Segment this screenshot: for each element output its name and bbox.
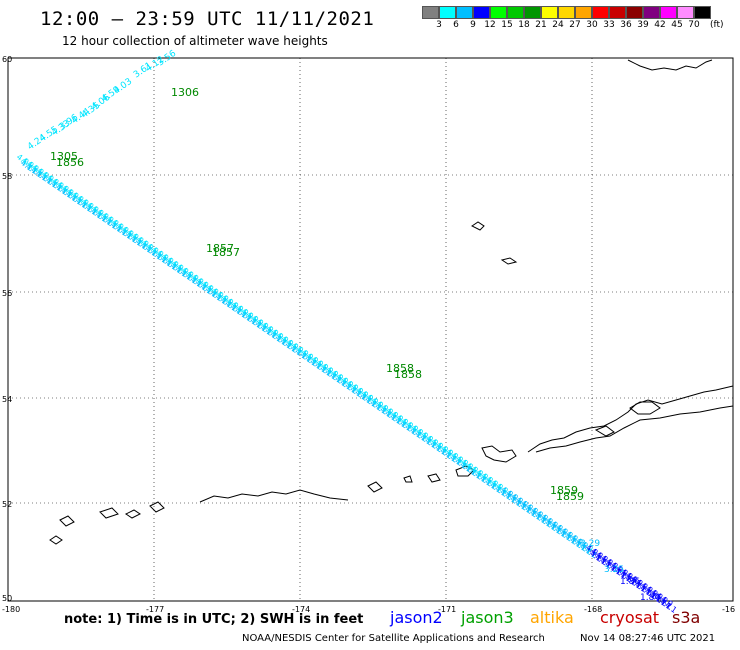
longitude-label: -171 — [438, 605, 456, 614]
color-swatch — [541, 6, 558, 19]
color-scale-label: 9 — [470, 20, 476, 30]
color-swatch — [660, 6, 677, 19]
color-swatch — [507, 6, 524, 19]
color-swatch — [558, 6, 575, 19]
map-title: 12:00 – 23:59 UTC 11/11/2021 — [40, 8, 375, 30]
color-swatch — [524, 6, 541, 19]
color-swatch — [473, 6, 490, 19]
coastline-northeast — [627, 59, 713, 71]
color-scale-label: 45 — [671, 20, 683, 30]
color-scale-label: 3 — [436, 20, 442, 30]
color-scale-label: 42 — [654, 20, 666, 30]
coastline-alaska-peninsula — [527, 385, 734, 453]
footer-credit: NOAA/NESDIS Center for Satellite Applica… — [242, 633, 545, 644]
sat-cryosat: cryosat — [600, 608, 660, 627]
map-subtitle: 12 hour collection of altimeter wave hei… — [62, 34, 328, 48]
footnote: note: 1) Time is in UTC; 2) SWH is in fe… — [64, 612, 364, 627]
island-unalaska — [481, 445, 517, 463]
sat-altika: altika — [530, 608, 574, 627]
map-frame — [7, 57, 734, 602]
longitude-label: -168 — [584, 605, 602, 614]
color-swatch — [592, 6, 609, 19]
latitude-label: 52 — [2, 500, 12, 509]
coastlines — [49, 59, 734, 545]
latitude-label: 60 — [2, 55, 12, 64]
color-swatch — [490, 6, 507, 19]
color-scale-legend: 3 6 9 12 15 18 21 24 27 30 33 36 39 42 45 70 (ft) — [422, 6, 724, 33]
color-swatch — [575, 6, 592, 19]
swh-value-label: 3.29 — [580, 539, 600, 549]
longitude-label: -16 — [722, 605, 735, 614]
pass-time-label: 1859 — [550, 484, 578, 497]
pass-time-label: 1857 — [212, 246, 240, 259]
island-umnak — [455, 465, 475, 477]
color-swatch — [609, 6, 626, 19]
color-scale-label: 6 — [453, 20, 459, 30]
color-scale-label: 12 — [484, 20, 496, 30]
color-swatch — [626, 6, 643, 19]
pass-time-label: 1305 — [50, 150, 78, 163]
color-scale-label: 36 — [620, 20, 632, 30]
color-scale-label: 70 — [688, 20, 700, 30]
axis-labels: 60 58 56 54 52 50 -180 -177 -174 -171 -168 -16 — [2, 55, 735, 614]
longitude-label: -177 — [146, 605, 164, 614]
color-scale-unit: (ft) — [710, 20, 724, 30]
island-st-paul — [471, 221, 485, 231]
southern-swh-labels: 3.29 3.25 1.861.84 — [580, 539, 660, 603]
latitude-label: 54 — [2, 395, 12, 404]
longitude-label: -174 — [292, 605, 310, 614]
islands-near — [49, 515, 75, 545]
sat-jason3: jason3 — [461, 608, 514, 627]
color-scale-label: 33 — [603, 20, 615, 30]
color-swatch — [694, 6, 711, 19]
latitude-label: 56 — [2, 289, 12, 298]
pass-time-label: 1306 — [171, 86, 199, 99]
pass-time-label: 1859 — [556, 490, 584, 503]
footer-timestamp: Nov 14 08:27:46 UTC 2021 — [580, 633, 716, 644]
color-scale-label: 30 — [586, 20, 598, 30]
pass-time-label: 1858 — [386, 362, 414, 375]
sat-s3a: s3a — [672, 608, 701, 627]
islands-rat — [99, 501, 165, 519]
swh-value-label: 1.84 — [640, 593, 660, 603]
islands-fox — [403, 473, 441, 483]
color-scale-label: 24 — [552, 20, 564, 30]
northern-track-labels: 4.244.554.333.964.444.354.064.594.033.61… — [26, 49, 178, 153]
latitude-label: 58 — [2, 172, 12, 181]
swh-value-label: 3.25 — [604, 565, 624, 575]
longitude-label: -180 — [2, 605, 20, 614]
color-scale-label: 15 — [501, 20, 513, 30]
pass-time-label: 1858 — [394, 368, 422, 381]
color-scale-label: 21 — [535, 20, 547, 30]
pass-time-label: 1856 — [56, 156, 84, 169]
color-swatch — [677, 6, 694, 19]
color-swatch — [422, 6, 439, 19]
color-scale-label: 18 — [518, 20, 530, 30]
island-unimak — [594, 425, 615, 437]
color-swatch — [643, 6, 660, 19]
latitude-label: 50 — [2, 594, 12, 603]
color-swatch — [439, 6, 456, 19]
swh-value-label: 4.03 — [112, 77, 134, 97]
graticule — [8, 58, 733, 601]
color-swatch — [456, 6, 473, 19]
color-scale-labels: 3 6 9 12 15 18 21 24 27 30 33 36 39 42 45 70 (ft) — [422, 19, 723, 33]
island-st-george — [500, 257, 518, 265]
sat-jason2: jason2 — [390, 608, 443, 627]
color-scale-label: 39 — [637, 20, 649, 30]
pass-time-label: 1857 — [206, 242, 234, 255]
swh-value-label: 1.86 — [620, 577, 640, 587]
islands-andreanof — [199, 481, 383, 503]
altimeter-track: 4.04.14.04.14.04.14.04.14.04.14.04.14.04… — [15, 152, 679, 615]
swh-value-label: 3.56 — [156, 49, 178, 69]
color-scale-label: 27 — [569, 20, 581, 30]
color-swatches — [422, 6, 711, 19]
island-nunivak — [629, 401, 661, 415]
